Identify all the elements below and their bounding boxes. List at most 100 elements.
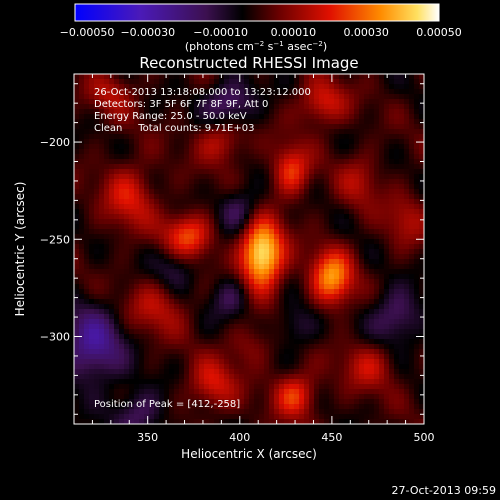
heatmap-cell	[274, 109, 280, 115]
heatmap-cell	[389, 179, 395, 185]
heatmap-cell	[324, 134, 330, 140]
heatmap-cell	[129, 84, 135, 90]
heatmap-cell	[239, 94, 245, 100]
heatmap-cell	[349, 269, 355, 275]
heatmap-cell	[134, 264, 140, 270]
heatmap-cell	[174, 74, 180, 80]
heatmap-cell	[269, 419, 275, 424]
heatmap-cell	[199, 399, 205, 405]
heatmap-cell	[129, 219, 135, 225]
heatmap-cell	[314, 319, 320, 325]
heatmap-cell	[399, 229, 405, 235]
heatmap-cell	[99, 204, 105, 210]
heatmap-cell	[419, 84, 424, 90]
heatmap-cell	[204, 414, 210, 420]
heatmap-cell	[104, 314, 110, 320]
heatmap-cell	[214, 314, 220, 320]
heatmap-cell	[119, 394, 125, 400]
heatmap-cell	[384, 284, 390, 290]
heatmap-cell	[239, 374, 245, 380]
heatmap-cell	[349, 264, 355, 270]
heatmap-cell	[229, 99, 235, 105]
heatmap-cell	[374, 99, 380, 105]
heatmap-cell	[294, 309, 300, 315]
heatmap-cell	[369, 414, 375, 420]
heatmap-cell	[179, 399, 185, 405]
heatmap-cell	[129, 229, 135, 235]
heatmap-cell	[319, 84, 325, 90]
heatmap-cell	[144, 214, 150, 220]
heatmap-cell	[339, 259, 345, 265]
colorbar-tick-label: 0.00010	[271, 26, 317, 39]
heatmap-cell	[154, 79, 160, 85]
heatmap-cell	[114, 129, 120, 135]
heatmap-cell	[339, 279, 345, 285]
heatmap-cell	[329, 304, 335, 310]
heatmap-cell	[254, 239, 260, 245]
heatmap-cell	[109, 394, 115, 400]
heatmap-cell	[319, 389, 325, 395]
heatmap-cell	[159, 329, 165, 335]
heatmap-cell	[404, 289, 410, 295]
heatmap-cell	[184, 84, 190, 90]
heatmap-cell	[229, 324, 235, 330]
heatmap-cell	[339, 269, 345, 275]
heatmap-cell	[154, 274, 160, 280]
heatmap-cell	[299, 404, 305, 410]
heatmap-cell	[134, 154, 140, 160]
heatmap-cell	[339, 79, 345, 85]
heatmap-cell	[184, 304, 190, 310]
heatmap-cell	[379, 364, 385, 370]
heatmap-cell	[209, 194, 215, 200]
heatmap-cell	[274, 149, 280, 155]
heatmap-cell	[269, 239, 275, 245]
heatmap-cell	[324, 89, 330, 95]
heatmap-cell	[219, 89, 225, 95]
heatmap-cell	[299, 79, 305, 85]
heatmap-cell	[154, 84, 160, 90]
heatmap-cell	[334, 304, 340, 310]
heatmap-cell	[349, 334, 355, 340]
heatmap-cell	[289, 154, 295, 160]
heatmap-cell	[324, 234, 330, 240]
heatmap-cell	[354, 144, 360, 150]
heatmap-cell	[169, 339, 175, 345]
heatmap-cell	[119, 219, 125, 225]
heatmap-cell	[184, 349, 190, 355]
heatmap-cell	[129, 74, 135, 80]
heatmap-cell	[114, 364, 120, 370]
heatmap-cell	[129, 119, 135, 125]
heatmap-cell	[104, 234, 110, 240]
heatmap-cell	[144, 89, 150, 95]
heatmap-cell	[229, 419, 235, 424]
heatmap-cell	[109, 79, 115, 85]
heatmap-cell	[94, 404, 100, 410]
heatmap-cell	[274, 164, 280, 170]
heatmap-cell	[109, 284, 115, 290]
heatmap-cell	[84, 184, 90, 190]
heatmap-cell	[174, 284, 180, 290]
heatmap-cell	[99, 254, 105, 260]
heatmap-cell	[114, 94, 120, 100]
heatmap-cell	[154, 349, 160, 355]
heatmap-cell	[334, 74, 340, 80]
heatmap-cell	[149, 284, 155, 290]
heatmap-cell	[274, 409, 280, 415]
heatmap-cell	[359, 179, 365, 185]
heatmap-cell	[129, 359, 135, 365]
heatmap-cell	[239, 234, 245, 240]
heatmap-cell	[169, 334, 175, 340]
heatmap-cell	[344, 279, 350, 285]
heatmap-cell	[369, 419, 375, 424]
heatmap-cell	[349, 259, 355, 265]
heatmap-cell	[104, 144, 110, 150]
heatmap-cell	[339, 109, 345, 115]
heatmap-cell	[149, 74, 155, 80]
heatmap-cell	[134, 234, 140, 240]
heatmap-cell	[159, 199, 165, 205]
heatmap-cell	[244, 299, 250, 305]
heatmap-cell	[264, 409, 270, 415]
heatmap-cell	[219, 114, 225, 120]
heatmap-cell	[379, 314, 385, 320]
heatmap-cell	[389, 304, 395, 310]
